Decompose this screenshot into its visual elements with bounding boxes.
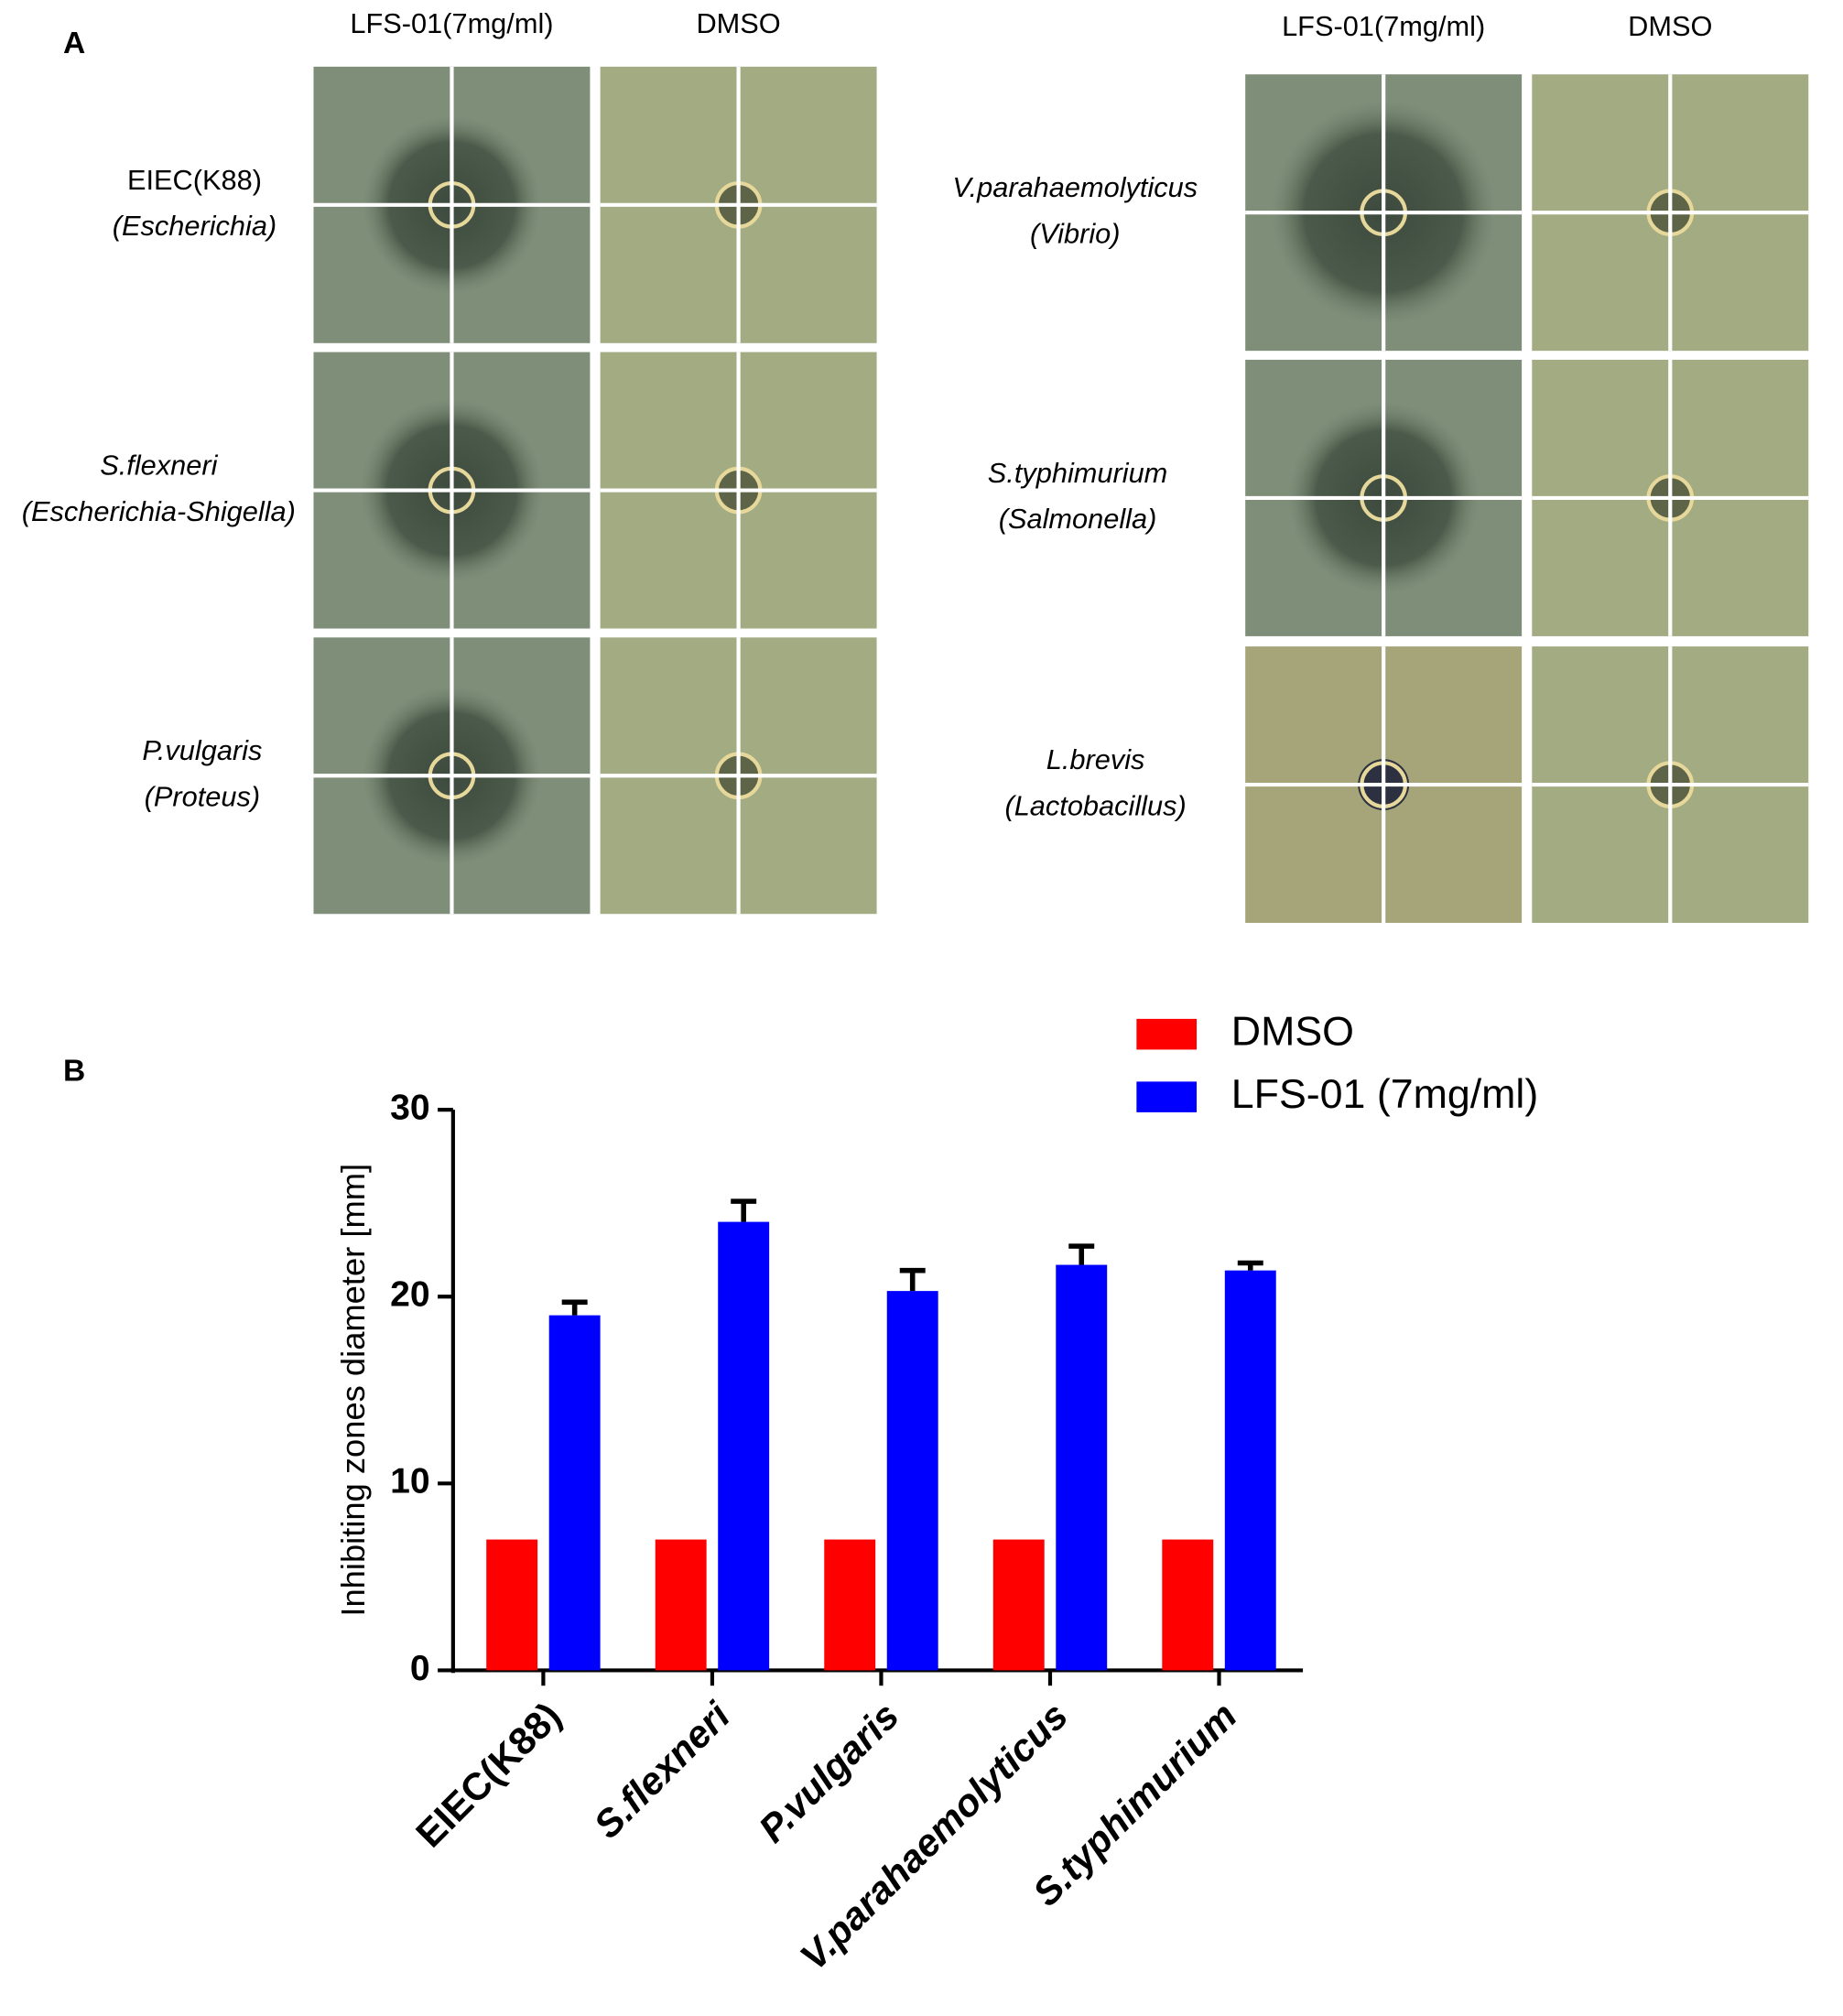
x-tick-label: P.vulgaris — [751, 1694, 907, 1850]
y-tick-label: 0 — [410, 1649, 430, 1688]
x-tick-label: S.flexneri — [585, 1693, 739, 1847]
strain-name: S.typhimurium — [988, 457, 1168, 489]
genus-name: (Vibrio) — [1030, 217, 1121, 249]
legend-label: LFS-01 (7mg/ml) — [1231, 1072, 1538, 1117]
genus-name: (Escherichia-Shigella) — [22, 495, 296, 527]
strain-name: L.brevis — [1046, 743, 1145, 775]
column-header: LFS-01(7mg/ml) — [350, 7, 553, 39]
bar — [1224, 1270, 1276, 1671]
strain-name: P.vulgaris — [142, 734, 262, 766]
bar — [718, 1221, 770, 1671]
bar — [992, 1539, 1045, 1671]
strain-name: EIEC(K88) — [127, 164, 262, 196]
y-tick-label: 10 — [390, 1462, 430, 1501]
error-bar — [899, 1267, 926, 1292]
genus-name: (Lactobacillus) — [1004, 789, 1186, 821]
strain-name: S.flexneri — [100, 450, 218, 482]
x-tick-label: EIEC(K88) — [407, 1694, 569, 1856]
bar — [548, 1315, 601, 1671]
column-header: DMSO — [696, 7, 780, 39]
column-header: LFS-01(7mg/ml) — [1282, 10, 1485, 42]
genus-name: (Escherichia) — [113, 210, 276, 242]
error-bar — [561, 1299, 588, 1316]
bar — [1056, 1264, 1108, 1671]
legend-swatch — [1136, 1081, 1198, 1112]
error-bar — [731, 1198, 757, 1222]
panel-label: B — [63, 1054, 85, 1088]
legend-label: DMSO — [1231, 1009, 1354, 1054]
error-bar — [1068, 1243, 1095, 1265]
column-header: DMSO — [1628, 10, 1712, 42]
panel-label: A — [63, 27, 85, 60]
y-tick-label: 20 — [390, 1275, 430, 1315]
bar — [655, 1539, 707, 1671]
bar — [886, 1291, 938, 1671]
genus-name: (Proteus) — [145, 781, 260, 813]
bar — [824, 1539, 876, 1671]
legend-swatch — [1136, 1018, 1198, 1050]
genus-name: (Salmonella) — [999, 503, 1157, 535]
error-bar — [1237, 1260, 1263, 1271]
y-axis-label: Inhibiting zones diameter [mm] — [334, 1164, 372, 1617]
strain-name: V.parahaemolyticus — [952, 171, 1198, 203]
y-tick-label: 30 — [390, 1088, 430, 1127]
bar — [1162, 1539, 1214, 1671]
bar — [486, 1539, 538, 1671]
